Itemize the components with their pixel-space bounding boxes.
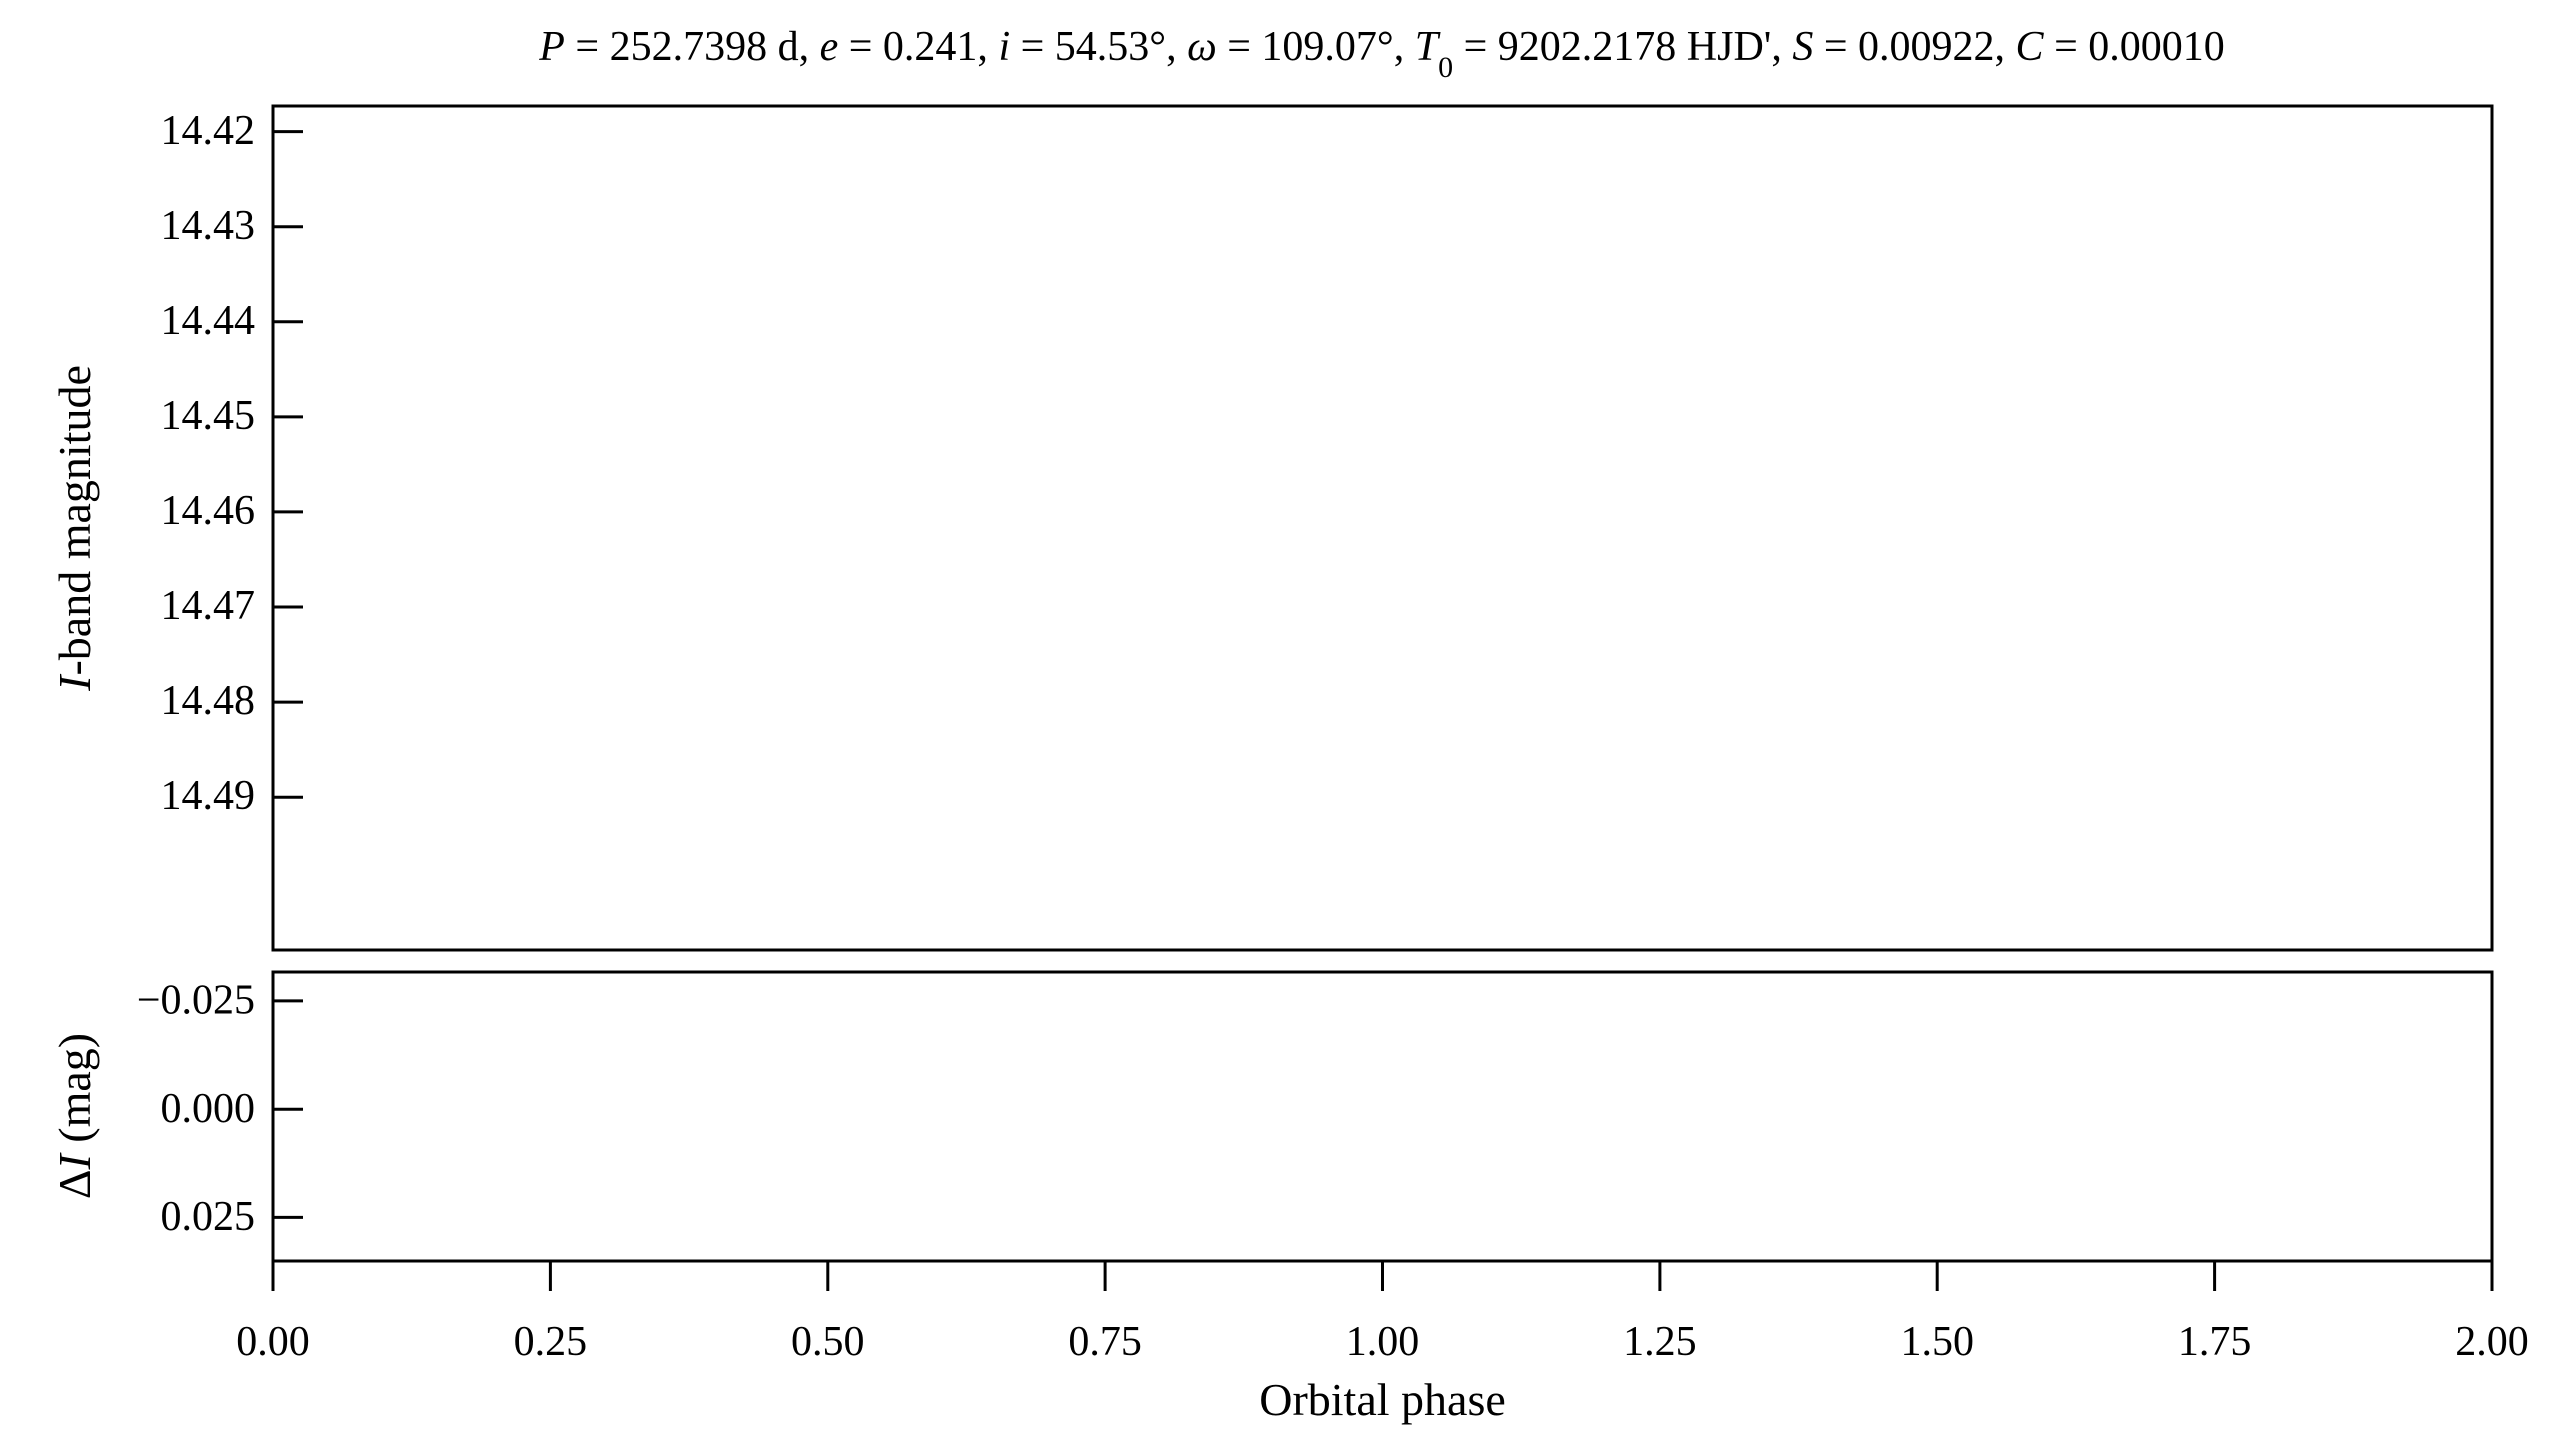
svg-text:14.47: 14.47 xyxy=(161,583,256,629)
svg-text:0.000: 0.000 xyxy=(161,1086,256,1132)
svg-text:14.46: 14.46 xyxy=(161,488,256,534)
svg-text:0.25: 0.25 xyxy=(514,1319,588,1365)
svg-text:0.75: 0.75 xyxy=(1068,1319,1142,1365)
svg-text:1.75: 1.75 xyxy=(2178,1319,2252,1365)
svg-text:0.50: 0.50 xyxy=(791,1319,865,1365)
svg-text:−0.025: −0.025 xyxy=(137,978,255,1024)
svg-text:ΔI (mag): ΔI (mag) xyxy=(49,1033,100,1199)
svg-text:0.00: 0.00 xyxy=(236,1319,310,1365)
svg-text:I-band magnitude: I-band magnitude xyxy=(49,365,100,692)
svg-text:0.025: 0.025 xyxy=(161,1194,256,1240)
svg-text:1.50: 1.50 xyxy=(1900,1319,1974,1365)
svg-text:14.43: 14.43 xyxy=(161,203,256,249)
svg-text:1.00: 1.00 xyxy=(1346,1319,1420,1365)
svg-text:14.42: 14.42 xyxy=(161,108,256,154)
svg-text:14.49: 14.49 xyxy=(161,773,256,819)
svg-text:14.45: 14.45 xyxy=(161,393,256,439)
svg-text:2.00: 2.00 xyxy=(2455,1319,2529,1365)
svg-text:P = 252.7398 d, e = 0.241, i =: P = 252.7398 d, e = 0.241, i = 54.53°, ω… xyxy=(538,24,2225,84)
svg-text:1.25: 1.25 xyxy=(1623,1319,1697,1365)
svg-text:14.48: 14.48 xyxy=(161,678,256,724)
svg-text:Orbital phase: Orbital phase xyxy=(1259,1374,1506,1425)
svg-text:14.44: 14.44 xyxy=(161,298,256,344)
